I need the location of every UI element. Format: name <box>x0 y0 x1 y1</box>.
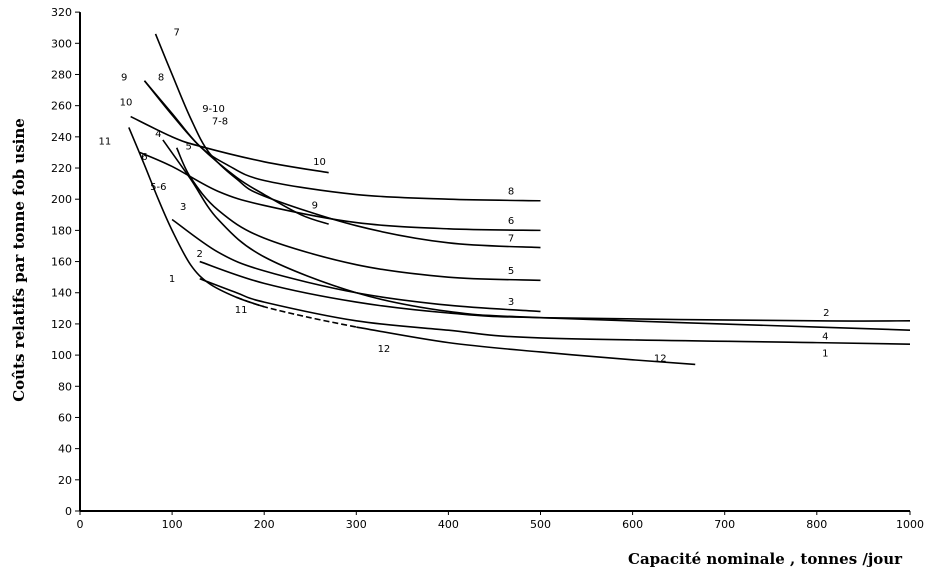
curve-label: 10 <box>313 157 326 168</box>
curve-11 <box>128 127 265 308</box>
curve-1 <box>199 277 911 345</box>
curve-label: 6 <box>141 152 147 163</box>
curve-label: 8 <box>158 73 164 84</box>
curve-label: 1 <box>822 349 828 360</box>
curve-5 <box>175 147 541 282</box>
y-tick-label: 100 <box>51 349 72 362</box>
curve-label: 11 <box>98 137 111 148</box>
curve-12 <box>356 326 696 366</box>
curve-label: 5 <box>185 141 191 152</box>
curve-label: 4 <box>155 129 161 140</box>
y-axis-label: Coûts relatifs par tonne fob usine <box>10 118 28 402</box>
x-axis-label: Capacité nominale , tonnes /jour <box>628 550 903 568</box>
y-tick-label: 240 <box>51 131 72 144</box>
y-tick-label: 0 <box>65 505 72 518</box>
curve-label: 5-6 <box>150 182 166 193</box>
curves <box>128 33 911 366</box>
curve-label: 9-10 <box>202 104 225 115</box>
y-tick-label: 320 <box>51 6 72 19</box>
curve-label: 4 <box>822 332 828 343</box>
y-tick-label: 260 <box>51 100 72 113</box>
y-tick-label: 120 <box>51 318 72 331</box>
curve-label: 7-8 <box>212 116 228 127</box>
x-tick-label: 0 <box>77 518 84 531</box>
curve-9 <box>143 80 329 225</box>
x-tick-label: 500 <box>530 518 551 531</box>
curve-label: 1 <box>169 274 175 285</box>
x-tick-label: 600 <box>622 518 643 531</box>
curve-label: 6 <box>508 216 514 227</box>
curve-7 <box>154 33 541 249</box>
curve-label: 9 <box>121 73 127 84</box>
curve-4 <box>162 139 911 331</box>
y-tick-label: 80 <box>58 380 72 393</box>
curve-label: 7 <box>508 233 514 244</box>
y-tick-label: 140 <box>51 287 72 300</box>
y-tick-label: 280 <box>51 68 72 81</box>
x-tick-label: 800 <box>806 518 827 531</box>
curve-label: 9 <box>312 201 318 212</box>
curve-label: 5 <box>508 266 514 277</box>
x-tick-label: 400 <box>438 518 459 531</box>
x-tick-label: 300 <box>346 518 367 531</box>
y-tick-label: 220 <box>51 162 72 175</box>
x-tick-label: 1000 <box>896 518 924 531</box>
curve-label: 3 <box>180 202 186 213</box>
curve-label: 2 <box>197 249 203 260</box>
curve-6 <box>139 151 541 232</box>
x-tick-label: 700 <box>714 518 735 531</box>
y-tick-label: 20 <box>58 474 72 487</box>
y-tick-label: 160 <box>51 256 72 269</box>
curve-label: 12 <box>378 344 391 355</box>
curve-8 <box>143 80 541 202</box>
curve-label: 7 <box>174 28 180 39</box>
y-tick-label: 200 <box>51 193 72 206</box>
y-tick-label: 300 <box>51 37 72 50</box>
axes: 0 100 200 300 400 500 600 700 800 1000 0 20 40 60 80 10… <box>51 6 924 531</box>
y-tick-label: 40 <box>58 443 72 456</box>
curve-label: 12 <box>654 353 667 364</box>
curve-10 <box>130 115 329 174</box>
y-tick-label: 180 <box>51 224 72 237</box>
curve-label: 10 <box>120 98 133 109</box>
curve-label: 3 <box>508 297 514 308</box>
x-tick-label: 100 <box>162 518 183 531</box>
curve-3 <box>171 218 541 313</box>
curve-12-dashed <box>236 296 357 328</box>
x-tick-label: 200 <box>254 518 275 531</box>
curve-2 <box>199 260 911 322</box>
curve-label: 11 <box>235 305 248 316</box>
y-tick-label: 60 <box>58 411 72 424</box>
curve-label: 8 <box>508 187 514 198</box>
curve-label: 2 <box>823 308 829 319</box>
